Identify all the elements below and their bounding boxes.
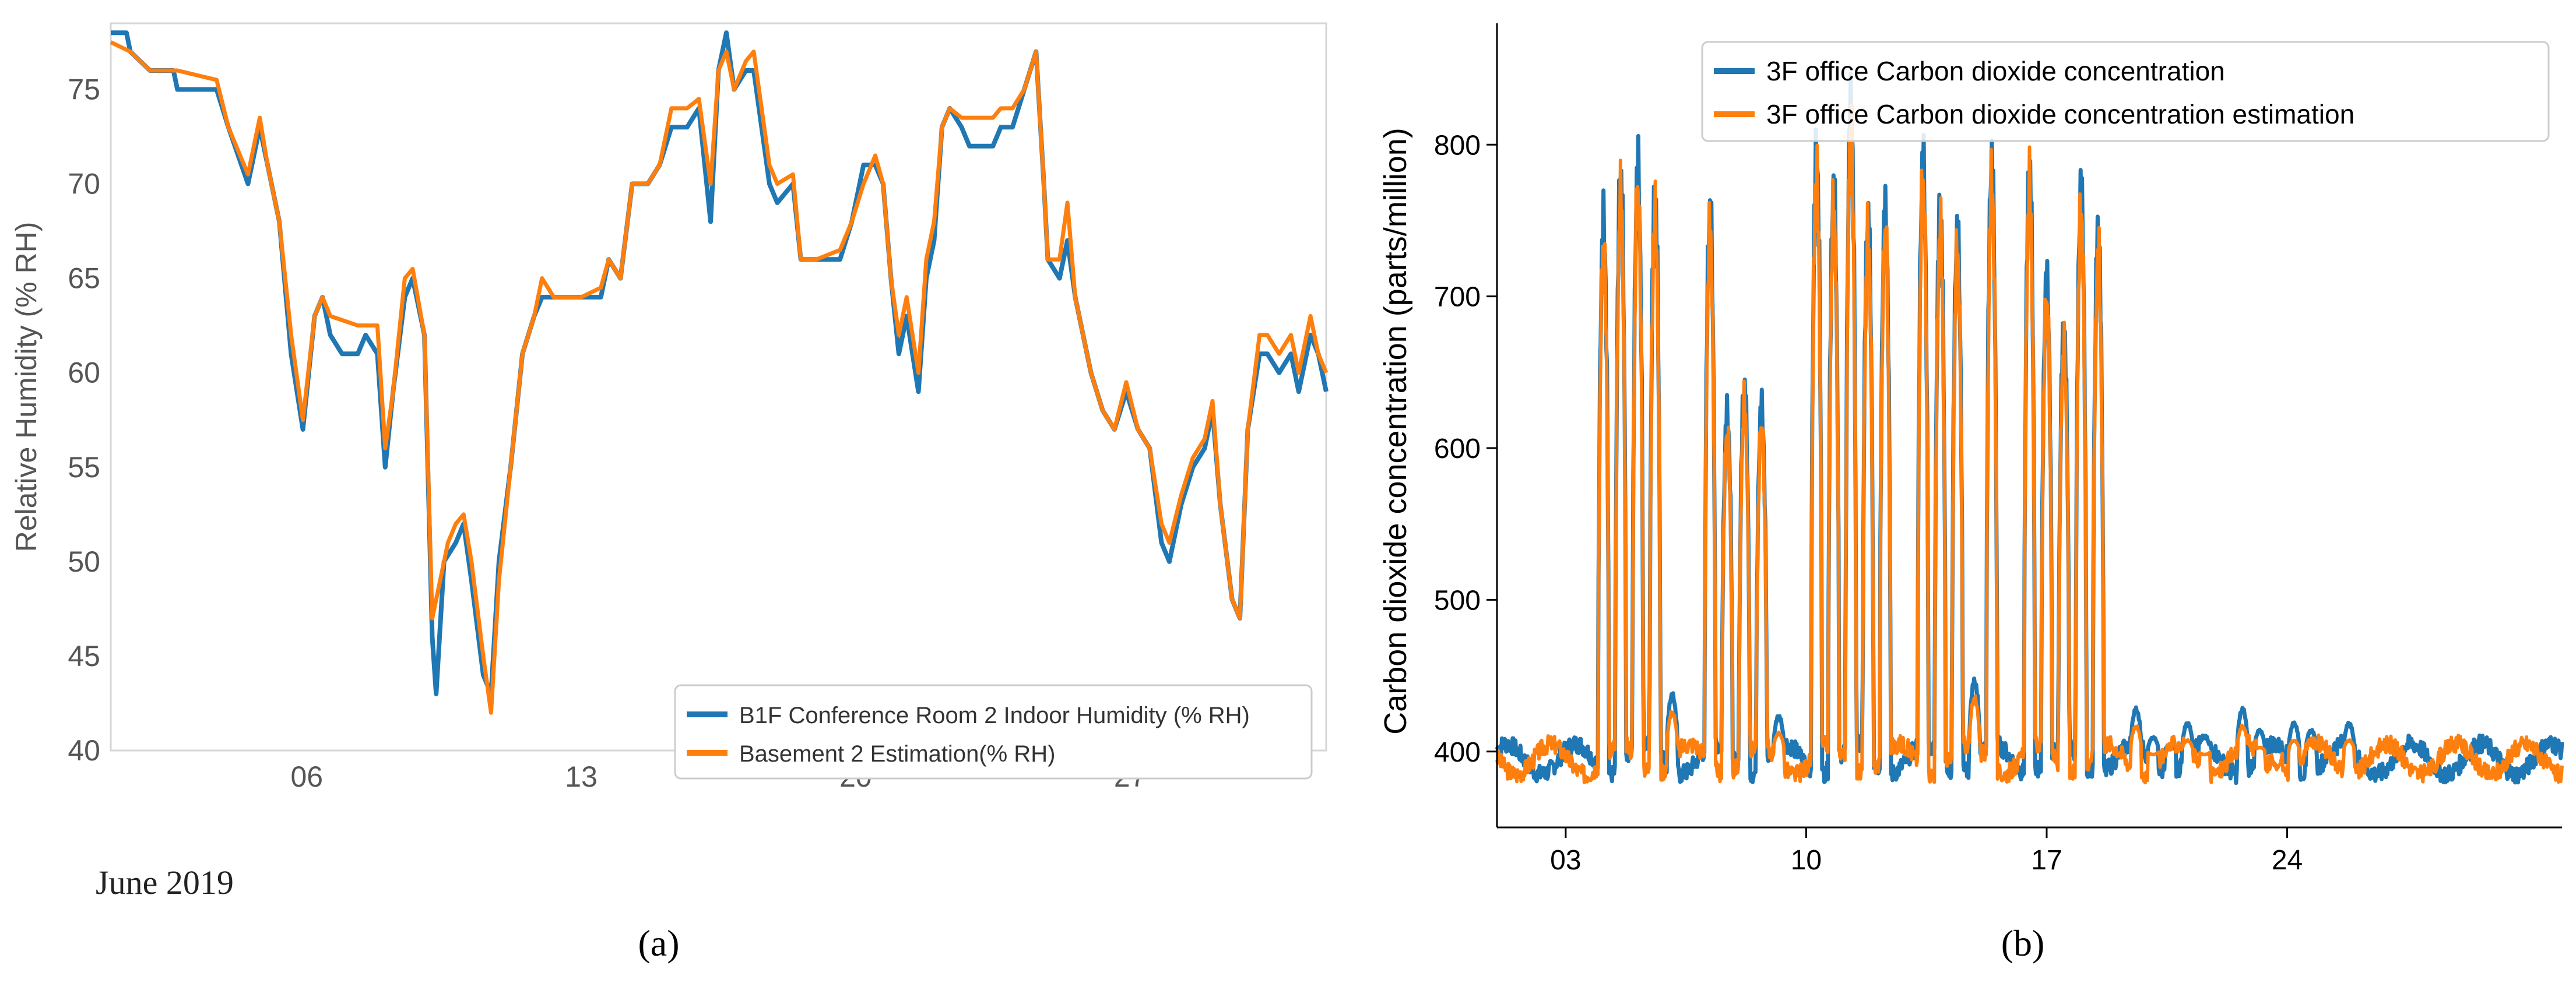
panel-a-y-tick-label: 65 xyxy=(68,262,100,295)
panel-b-x-ticks: 03 10 17 24 xyxy=(1550,827,2303,876)
panel-b-legend-label-estimation: 3F office Carbon dioxide concentration e… xyxy=(1766,99,2354,129)
panel-a-y-tick-label: 55 xyxy=(68,451,100,484)
panel-b-y-tick-label: 800 xyxy=(1434,130,1481,161)
panel-a-y-ticks: 40 45 50 55 60 65 70 75 xyxy=(68,73,100,767)
panel-b-y-axis-label: Carbon dioxide concentration (parts/mill… xyxy=(1378,128,1413,735)
panel-b: 400 500 600 700 800 03 10 17 24 Carbon dioxide … xyxy=(1378,23,2564,876)
panel-a-y-tick-label: 40 xyxy=(68,734,100,767)
panel-a-date-label: June 2019 xyxy=(96,864,234,901)
panel-b-y-tick-label: 700 xyxy=(1434,282,1481,313)
panel-b-legend-box xyxy=(1701,41,2550,142)
panel-a-lines xyxy=(110,30,1329,715)
panel-a-y-tick-label: 70 xyxy=(68,168,100,200)
panel-a-x-tick-label: 06 xyxy=(290,760,323,793)
panel-b-series-line-1 xyxy=(1495,103,2564,785)
caption-b: (b) xyxy=(2001,922,2045,964)
panel-a-legend-label-measured: B1F Conference Room 2 Indoor Humidity (%… xyxy=(739,703,1250,728)
panel-a-y-tick-label: 75 xyxy=(68,73,100,105)
panel-a-legend-label-estimation: Basement 2 Estimation(% RH) xyxy=(739,741,1055,767)
panel-a-x-tick-label: 13 xyxy=(565,760,598,793)
panel-b-x-tick-label: 24 xyxy=(2272,845,2303,876)
panel-a-plot-area xyxy=(110,22,1327,752)
panel-b-lines xyxy=(1495,72,2564,785)
panel-a-y-axis-label: Relative Humidity (% RH) xyxy=(10,222,43,552)
panel-b-x-tick-label: 10 xyxy=(1791,845,1822,876)
panel-b-y-tick-label: 400 xyxy=(1434,737,1481,768)
panel-a-legend: B1F Conference Room 2 Indoor Humidity (%… xyxy=(674,684,1313,780)
panel-b-y-tick-label: 500 xyxy=(1434,585,1481,616)
panel-a-legend-box xyxy=(674,684,1313,780)
panel-b-legend: 3F office Carbon dioxide concentration 3… xyxy=(1701,41,2550,142)
panel-a-y-tick-label: 60 xyxy=(68,357,100,389)
panel-b-x-tick-label: 03 xyxy=(1550,845,1581,876)
caption-a: (a) xyxy=(638,922,679,964)
panel-b-y-ticks: 400 500 600 700 800 xyxy=(1434,130,1497,768)
panel-b-x-tick-label: 17 xyxy=(2031,845,2062,876)
panel-a-series-line-1 xyxy=(110,40,1329,715)
panel-b-legend-label-measured: 3F office Carbon dioxide concentration xyxy=(1766,56,2225,86)
panel-a-y-tick-label: 45 xyxy=(68,640,100,672)
panel-a-y-tick-label: 50 xyxy=(68,545,100,578)
panel-b-y-tick-label: 600 xyxy=(1434,434,1481,464)
